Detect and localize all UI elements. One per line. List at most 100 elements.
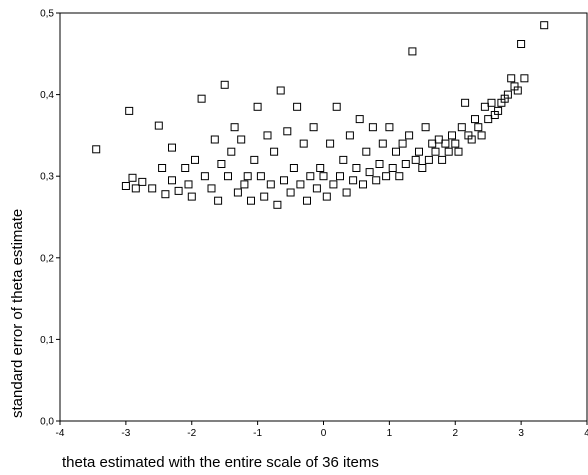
- data-point: [174, 186, 183, 195]
- data-point: [191, 155, 199, 164]
- data-point: [401, 160, 410, 168]
- data-point: [181, 164, 190, 172]
- data-point: [494, 106, 503, 115]
- data-point: [408, 47, 417, 56]
- data-point: [210, 135, 219, 144]
- data-point: [158, 164, 167, 172]
- x-tick-label: -1: [253, 428, 262, 439]
- x-tick-label: 0: [321, 428, 327, 439]
- data-point: [385, 123, 394, 132]
- data-point: [362, 147, 371, 156]
- data-point: [428, 139, 437, 148]
- data-point: [454, 147, 463, 156]
- y-tick-label: 0,4: [40, 90, 54, 101]
- data-point: [247, 196, 255, 205]
- data-point: [256, 172, 265, 181]
- data-point: [441, 139, 450, 148]
- data-point: [240, 180, 249, 189]
- data-point: [395, 172, 404, 181]
- data-point: [92, 145, 101, 154]
- data-point: [421, 123, 430, 132]
- data-point: [220, 80, 229, 89]
- data-point: [339, 155, 348, 164]
- data-point: [200, 172, 209, 181]
- data-point: [207, 184, 216, 193]
- data-point: [392, 147, 400, 156]
- data-point: [260, 192, 269, 201]
- data-point: [372, 176, 381, 185]
- data-point: [444, 147, 453, 156]
- data-point: [388, 164, 397, 172]
- x-tick-label: -4: [56, 428, 65, 439]
- x-tick-label: 4: [584, 428, 588, 439]
- data-point: [266, 180, 275, 189]
- data-point: [345, 131, 354, 140]
- data-point: [168, 143, 176, 152]
- x-tick-label: 3: [518, 428, 524, 439]
- x-tick-label: -2: [187, 428, 196, 439]
- x-tick-label: 1: [387, 428, 393, 439]
- data-point: [368, 123, 377, 132]
- data-point: [312, 184, 321, 193]
- data-point: [474, 123, 483, 132]
- data-point: [375, 160, 384, 168]
- data-point: [352, 164, 361, 172]
- data-point: [457, 123, 466, 132]
- data-point: [233, 188, 242, 197]
- data-point: [299, 139, 308, 148]
- data-point: [405, 131, 414, 140]
- data-point: [306, 172, 315, 181]
- y-tick-label: 0,3: [40, 172, 54, 183]
- data-point: [431, 147, 440, 156]
- data-point: [398, 139, 407, 148]
- data-point: [418, 164, 427, 172]
- data-point: [187, 192, 196, 201]
- data-point: [471, 115, 479, 124]
- data-point: [467, 135, 476, 144]
- data-point: [184, 180, 193, 189]
- data-point: [148, 184, 157, 193]
- data-point: [138, 177, 147, 186]
- data-point: [289, 164, 298, 172]
- data-point: [224, 172, 232, 181]
- data-point: [154, 121, 163, 130]
- data-point: [161, 190, 170, 199]
- data-point: [332, 102, 341, 111]
- data-point: [293, 102, 302, 111]
- data-point: [378, 139, 387, 148]
- data-point: [329, 180, 338, 189]
- data-point: [484, 115, 493, 124]
- data-point: [131, 184, 140, 193]
- data-point: [214, 196, 223, 205]
- data-point: [507, 74, 516, 83]
- data-point: [217, 160, 226, 168]
- data-point: [125, 106, 134, 115]
- data-point: [448, 131, 456, 140]
- data-point: [303, 196, 311, 205]
- y-axis: 0,0 0,1 0,2 0,3 0,4 0,5: [40, 9, 60, 428]
- y-axis-title: standard error of theta estimate: [9, 209, 26, 418]
- data-point: [517, 40, 526, 48]
- data-point: [197, 94, 206, 103]
- data-point: [253, 102, 262, 111]
- data-point: [411, 155, 420, 164]
- data-point: [296, 180, 305, 189]
- data-point: [513, 86, 522, 95]
- y-tick-label: 0,1: [40, 335, 54, 346]
- data-point: [503, 90, 512, 99]
- data-point: [434, 135, 443, 144]
- data-point: [227, 147, 236, 156]
- data-point: [280, 176, 288, 185]
- data-point: [487, 98, 496, 107]
- data-point: [319, 172, 328, 181]
- data-point: [342, 188, 351, 197]
- data-point: [286, 188, 295, 197]
- data-point: [382, 172, 391, 181]
- data-point: [243, 172, 252, 181]
- data-point: [273, 200, 282, 209]
- y-tick-label: 0,0: [40, 417, 54, 428]
- data-point: [424, 155, 433, 164]
- data-point: [480, 102, 489, 111]
- data-point: [237, 135, 246, 144]
